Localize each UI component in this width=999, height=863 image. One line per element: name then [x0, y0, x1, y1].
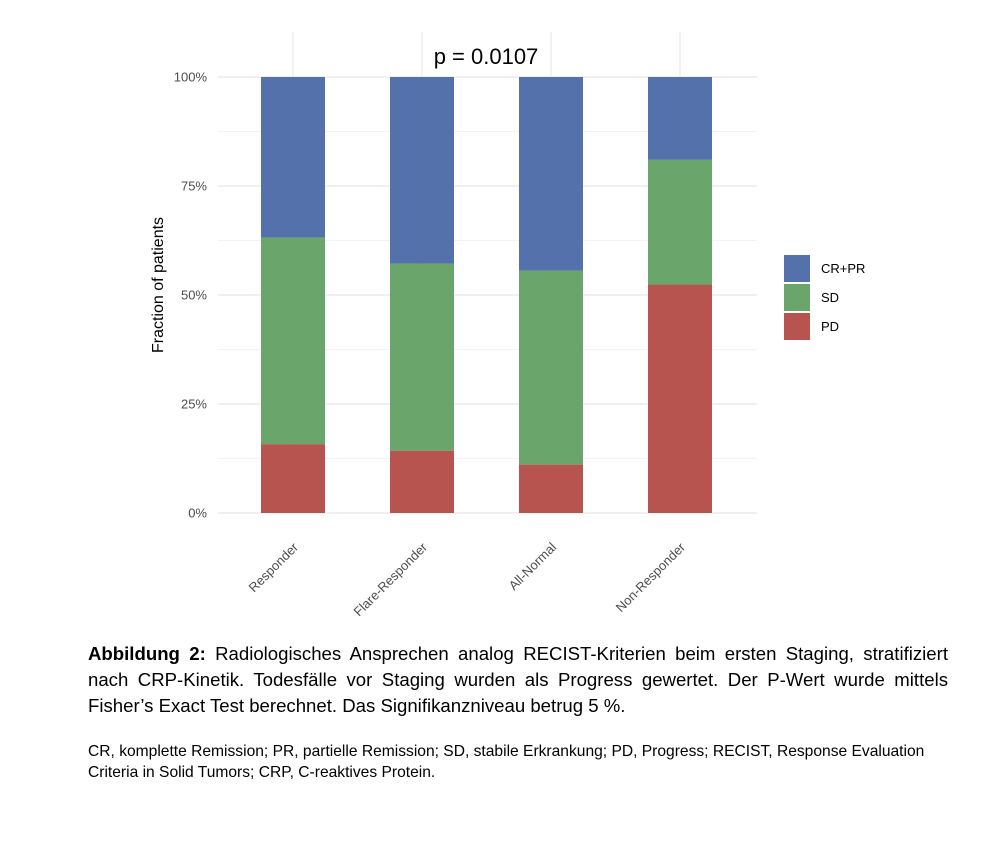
y-tick-label: 25%	[181, 397, 207, 412]
bar-cr-pr-all-normal	[519, 77, 583, 271]
legend-label: PD	[821, 319, 839, 334]
abbreviation-notes: CR, komplette Remission; PR, partielle R…	[88, 743, 925, 781]
bars	[261, 77, 712, 513]
x-tick-label: Flare-Responder	[351, 539, 431, 619]
bar-sd-responder	[261, 237, 325, 445]
y-tick-label: 50%	[181, 288, 207, 303]
bar-sd-non-responder	[648, 159, 712, 285]
legend-swatch	[784, 313, 810, 340]
bar-sd-all-normal	[519, 270, 583, 465]
legend-label: SD	[821, 290, 839, 305]
bar-sd-flare-responder	[390, 263, 454, 451]
legend-label: CR+PR	[821, 261, 865, 276]
figure-caption: Abbildung 2: Radiologisches Ansprechen a…	[88, 641, 948, 719]
y-tick-label: 0%	[188, 506, 207, 521]
y-tick-label: 75%	[181, 179, 207, 194]
bar-cr-pr-responder	[261, 77, 325, 238]
bar-cr-pr-non-responder	[648, 77, 712, 160]
bar-pd-flare-responder	[390, 450, 454, 513]
bar-cr-pr-flare-responder	[390, 77, 454, 264]
bar-pd-responder	[261, 444, 325, 513]
bar-pd-non-responder	[648, 284, 712, 513]
legend-swatch	[784, 255, 810, 282]
x-tick-label: All-Normal	[506, 539, 560, 593]
y-axis-label: Fraction of patients	[150, 217, 167, 353]
bar-pd-all-normal	[519, 464, 583, 513]
caption-label: Abbildung 2:	[88, 643, 206, 664]
stacked-bar-chart: 0% 25% 50% 75% 100% Responder Flare-Responder…	[150, 32, 865, 619]
legend-swatch	[784, 284, 810, 311]
y-axis-ticks: 0% 25% 50% 75% 100%	[174, 70, 208, 521]
p-value-annotation: p = 0.0107	[434, 44, 539, 69]
x-axis-ticks: Responder Flare-Responder All-Normal Non-Re…	[246, 539, 689, 619]
x-tick-label: Responder	[246, 539, 302, 595]
y-tick-label: 100%	[174, 70, 208, 85]
x-tick-label: Non-Responder	[613, 539, 689, 615]
caption-text: Radiologisches Ansprechen analog RECIST-…	[88, 643, 948, 716]
legend: CR+PR SD PD	[784, 255, 865, 340]
